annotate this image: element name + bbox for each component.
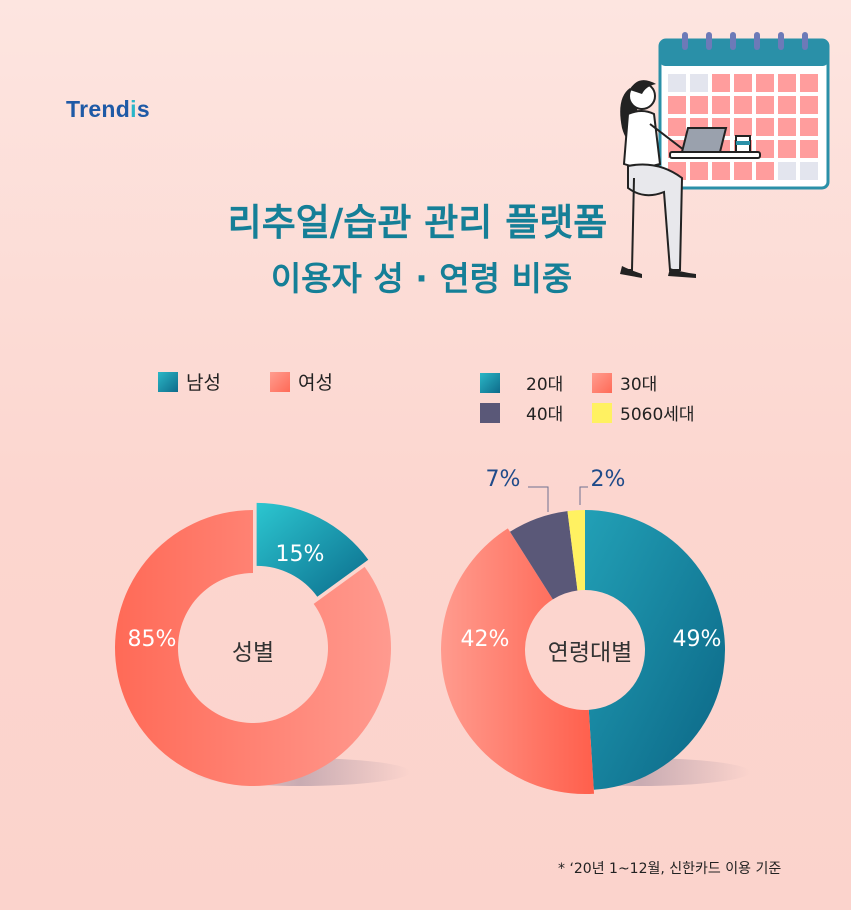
legend-label: 여성 [298,372,333,394]
legend-swatch [480,372,500,393]
brand-logo: Trendis [66,96,150,122]
footnote: * ‘20년 1~12월, 신한카드 이용 기준 [558,861,782,877]
slice-40s [509,511,578,600]
data-label-male: 15% [276,542,325,567]
legend-label: 5060세대 [620,405,695,425]
data-label-5060s: 2% [591,467,626,492]
legend-label: 30대 [620,375,658,395]
legend-item-40s: 40대 [480,400,563,425]
data-label-female: 85% [128,627,177,652]
data-label-20s: 49% [673,627,722,652]
leader-line-40s [528,486,549,512]
slice-30s [441,528,595,794]
legend-item-female: 여성 [270,368,333,395]
legend-swatch [158,371,178,392]
legend-item-20s: 20대 [480,370,563,395]
slice-20s [585,510,726,790]
chart-title-line1: 리추얼/습관 관리 플랫폼 [227,201,608,244]
legend-label: 남성 [186,372,221,394]
leader-line-5060s [579,486,588,505]
center-label-gender: 성별 [231,640,275,666]
slice-female [115,510,392,786]
woman-with-laptop-and-calendar-icon [620,32,830,278]
legend-label: 20대 [526,375,564,395]
legend-swatch [480,402,500,423]
chart-title-line2: 이용자 성 · 연령 비중 [270,259,573,298]
legend-item-male: 남성 [158,368,221,395]
legend-swatch [270,371,290,392]
data-label-30s: 42% [461,627,510,652]
legend-item-30s: 30대 [592,370,657,395]
legend-swatch [592,372,612,393]
legend-label: 40대 [526,405,564,425]
slice-male [256,502,369,597]
center-label-age: 연령대별 [547,640,633,666]
legend-item-5060s: 5060세대 [592,400,695,425]
slice-5060s [567,510,585,591]
data-label-40s: 7% [486,467,521,492]
legend-swatch [592,402,612,423]
